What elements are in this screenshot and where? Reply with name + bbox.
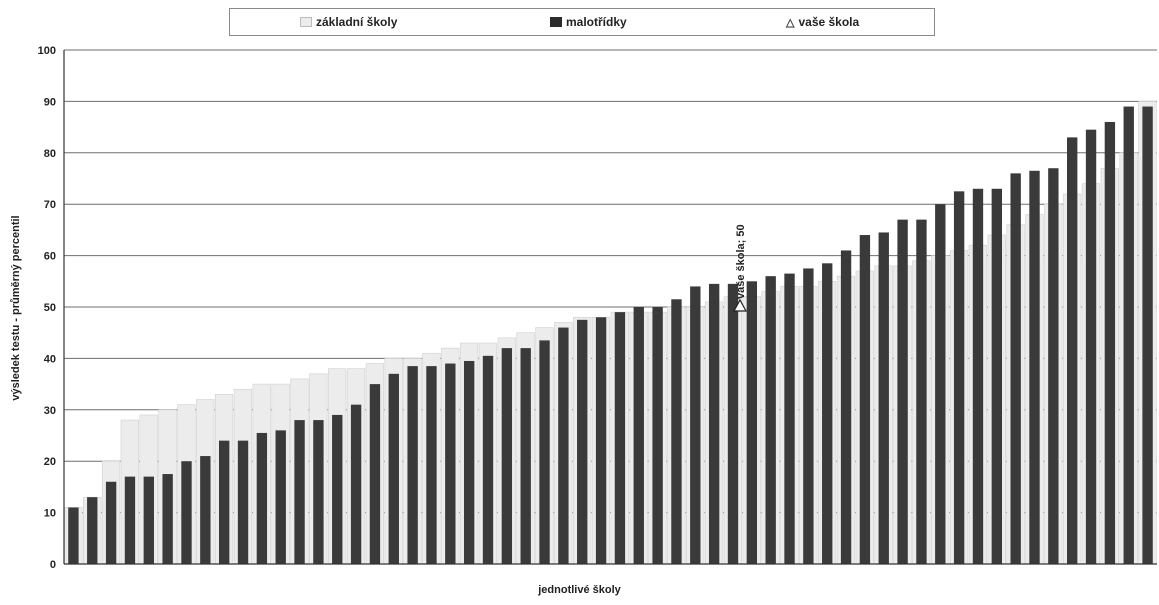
bar-malotridky — [822, 263, 833, 564]
bar-malotridky — [784, 273, 795, 564]
bar-malotridky — [859, 235, 871, 565]
bar-malotridky — [218, 440, 230, 564]
bar-malotridky — [1067, 137, 1078, 564]
bar-malotridky — [1048, 168, 1059, 564]
triangle-outline-icon: △ — [786, 16, 795, 29]
y-tick-label: 60 — [44, 251, 56, 263]
legend-item-zakladni: základní školy — [300, 14, 397, 30]
bar-malotridky — [162, 474, 173, 564]
bar-malotridky — [68, 507, 79, 564]
bar-malotridky — [445, 363, 456, 564]
y-axis-title-text: výsledek testu - průměrný percentil — [10, 215, 22, 401]
bar-malotridky — [388, 373, 399, 564]
legend-label-zakladni: základní školy — [316, 15, 398, 29]
y-tick-label: 70 — [44, 199, 56, 211]
malotridky-swatch-icon — [550, 17, 562, 27]
bar-malotridky — [256, 432, 268, 564]
highlight-label: vaše škola; 50 — [735, 224, 747, 299]
bar-malotridky — [87, 497, 98, 564]
y-tick-label: 30 — [44, 405, 56, 417]
bar-malotridky — [840, 250, 852, 564]
bar-malotridky — [916, 219, 927, 564]
bar-malotridky — [124, 476, 136, 564]
bar-malotridky — [935, 204, 946, 564]
bar-malotridky — [671, 299, 682, 564]
bar-malotridky — [577, 319, 588, 564]
bar-malotridky — [1142, 106, 1153, 564]
y-tick-label: 10 — [44, 508, 56, 520]
y-tick-label: 40 — [44, 353, 56, 365]
bar-malotridky — [1010, 173, 1021, 565]
bar-malotridky — [972, 188, 984, 564]
bar-malotridky — [803, 268, 814, 564]
bar-malotridky — [350, 404, 362, 564]
bar-malotridky — [426, 366, 437, 564]
legend-item-malotridky: malotřídky — [550, 14, 627, 30]
bar-malotridky — [237, 440, 249, 564]
y-tick-label: 50 — [44, 302, 56, 314]
bar-malotridky — [294, 420, 305, 564]
legend-item-vase-skola: △ vaše škola — [786, 14, 859, 30]
highlight-marker — [732, 298, 748, 312]
legend-label-malotridky: malotřídky — [566, 15, 627, 29]
bar-malotridky — [991, 188, 1003, 564]
bar-malotridky — [520, 348, 531, 564]
bar-malotridky — [332, 414, 343, 564]
bar-malotridky — [708, 283, 720, 564]
bar-malotridky — [1104, 121, 1116, 565]
y-tick-label: 0 — [50, 559, 56, 571]
bar-malotridky — [105, 481, 117, 564]
x-axis-title: jednotlivé školy — [538, 584, 621, 596]
y-tick-label: 100 — [38, 45, 56, 57]
bar-malotridky — [1085, 129, 1097, 565]
bar-malotridky — [614, 312, 626, 564]
bar-malotridky — [313, 420, 324, 564]
y-tick-label: 80 — [44, 148, 56, 160]
bar-malotridky — [558, 327, 569, 564]
bar-malotridky — [143, 476, 154, 564]
bar-malotridky — [652, 307, 663, 564]
bar-malotridky — [746, 281, 758, 564]
bar-malotridky — [1123, 106, 1134, 564]
zakladni-swatch-icon — [300, 17, 312, 27]
bar-malotridky — [482, 355, 494, 564]
bar-malotridky — [275, 430, 286, 564]
legend-label-vase-skola: vaše škola — [798, 15, 860, 29]
bar-malotridky — [595, 317, 607, 564]
bar-malotridky — [765, 276, 776, 564]
bar-malotridky — [463, 360, 475, 564]
bar-malotridky — [878, 232, 889, 564]
bar-malotridky — [181, 461, 192, 564]
bar-malotridky — [690, 286, 701, 564]
bar-malotridky — [897, 219, 908, 564]
bar-malotridky — [200, 456, 211, 564]
bar-malotridky — [727, 283, 739, 564]
bar-malotridky — [633, 307, 644, 564]
bar-malotridky — [1029, 170, 1040, 565]
y-tick-label: 20 — [44, 456, 56, 468]
legend: základní školy malotřídky △ vaše škola — [229, 8, 935, 36]
bar-malotridky — [407, 366, 418, 564]
y-tick-label: 90 — [44, 96, 56, 108]
bar-malotridky — [539, 340, 550, 564]
bar-malotridky — [501, 348, 513, 564]
bar-malotridky — [369, 384, 381, 564]
bar-malotridky — [953, 191, 965, 564]
